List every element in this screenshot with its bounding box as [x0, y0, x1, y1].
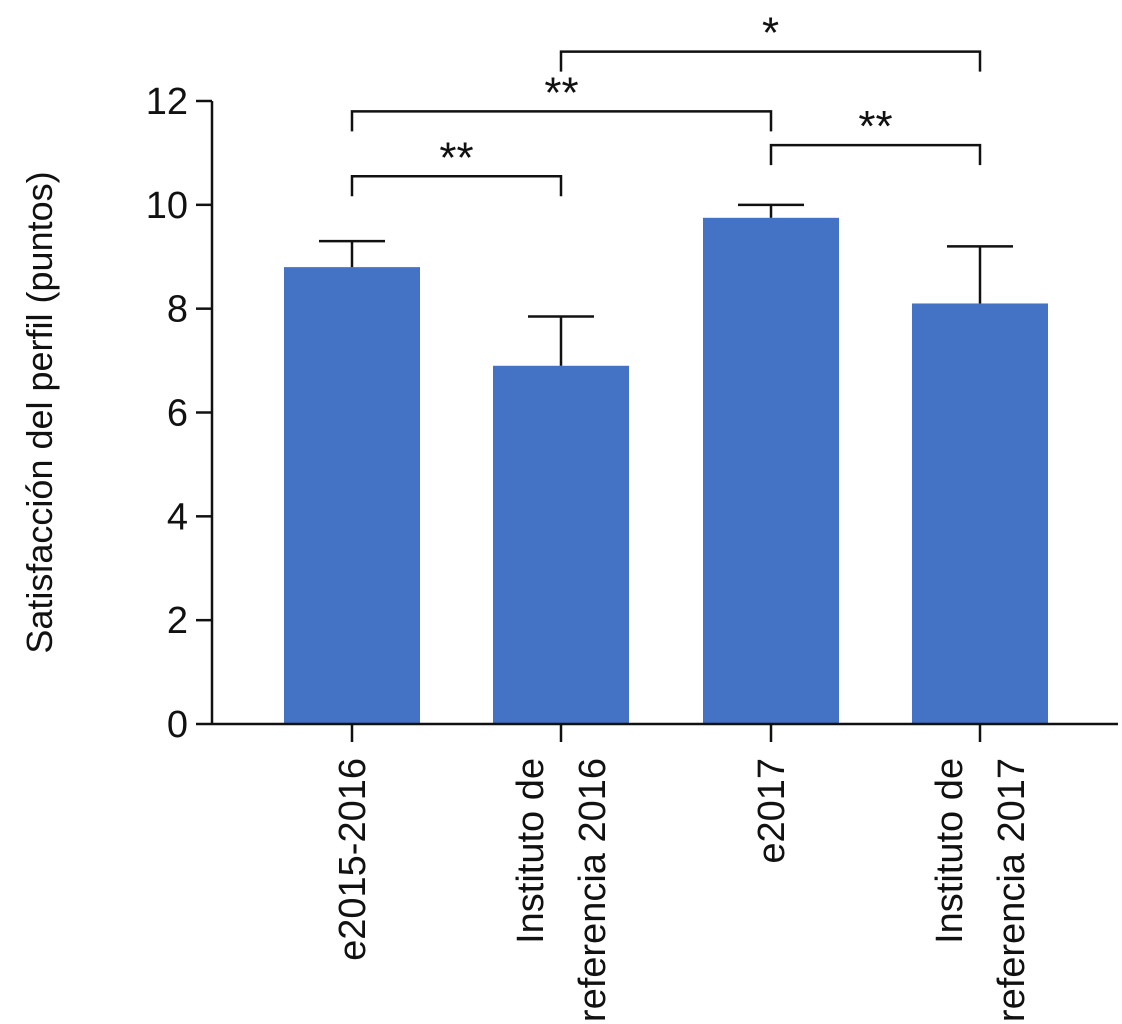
x-category-line: Instituto de [929, 758, 971, 944]
significance-bracket-0 [350, 175, 563, 197]
y-tick-label-4: 4 [167, 496, 188, 538]
significance-label-1: ** [544, 68, 578, 117]
bar-3 [912, 303, 1048, 724]
y-tick-label-12: 12 [146, 81, 188, 123]
x-category-label-1: Instituto de referencia 2016 [510, 758, 614, 1022]
significance-label-3: * [762, 9, 779, 58]
bar-1 [493, 365, 629, 724]
significance-label-0: ** [439, 133, 473, 182]
significance-bracket-1 [350, 110, 773, 132]
x-category-line: e2015-2016 [332, 758, 374, 961]
y-tick-label-6: 6 [167, 393, 188, 435]
x-category-line: referencia 2017 [991, 758, 1033, 1022]
x-category-line: Instituto de [510, 758, 552, 944]
x-category-label-2: e2017 [751, 758, 793, 864]
x-category-line: referencia 2016 [572, 758, 614, 1022]
y-tick-label-8: 8 [167, 289, 188, 331]
bar-0 [284, 267, 420, 724]
significance-bracket-2 [769, 143, 982, 166]
x-category-line: e2017 [751, 758, 793, 864]
y-tick-label-2: 2 [167, 600, 188, 642]
y-axis-label: Satisfacción del perfil (puntos) [19, 171, 60, 653]
x-category-label-3: Instituto de referencia 2017 [929, 758, 1033, 1022]
y-tick-label-0: 0 [167, 704, 188, 746]
significance-label-2: ** [858, 102, 892, 151]
y-tick-label-10: 10 [146, 185, 188, 227]
significance-bracket-3 [559, 50, 982, 72]
x-category-label-0: e2015-2016 [332, 758, 374, 961]
bar-2 [703, 217, 839, 724]
